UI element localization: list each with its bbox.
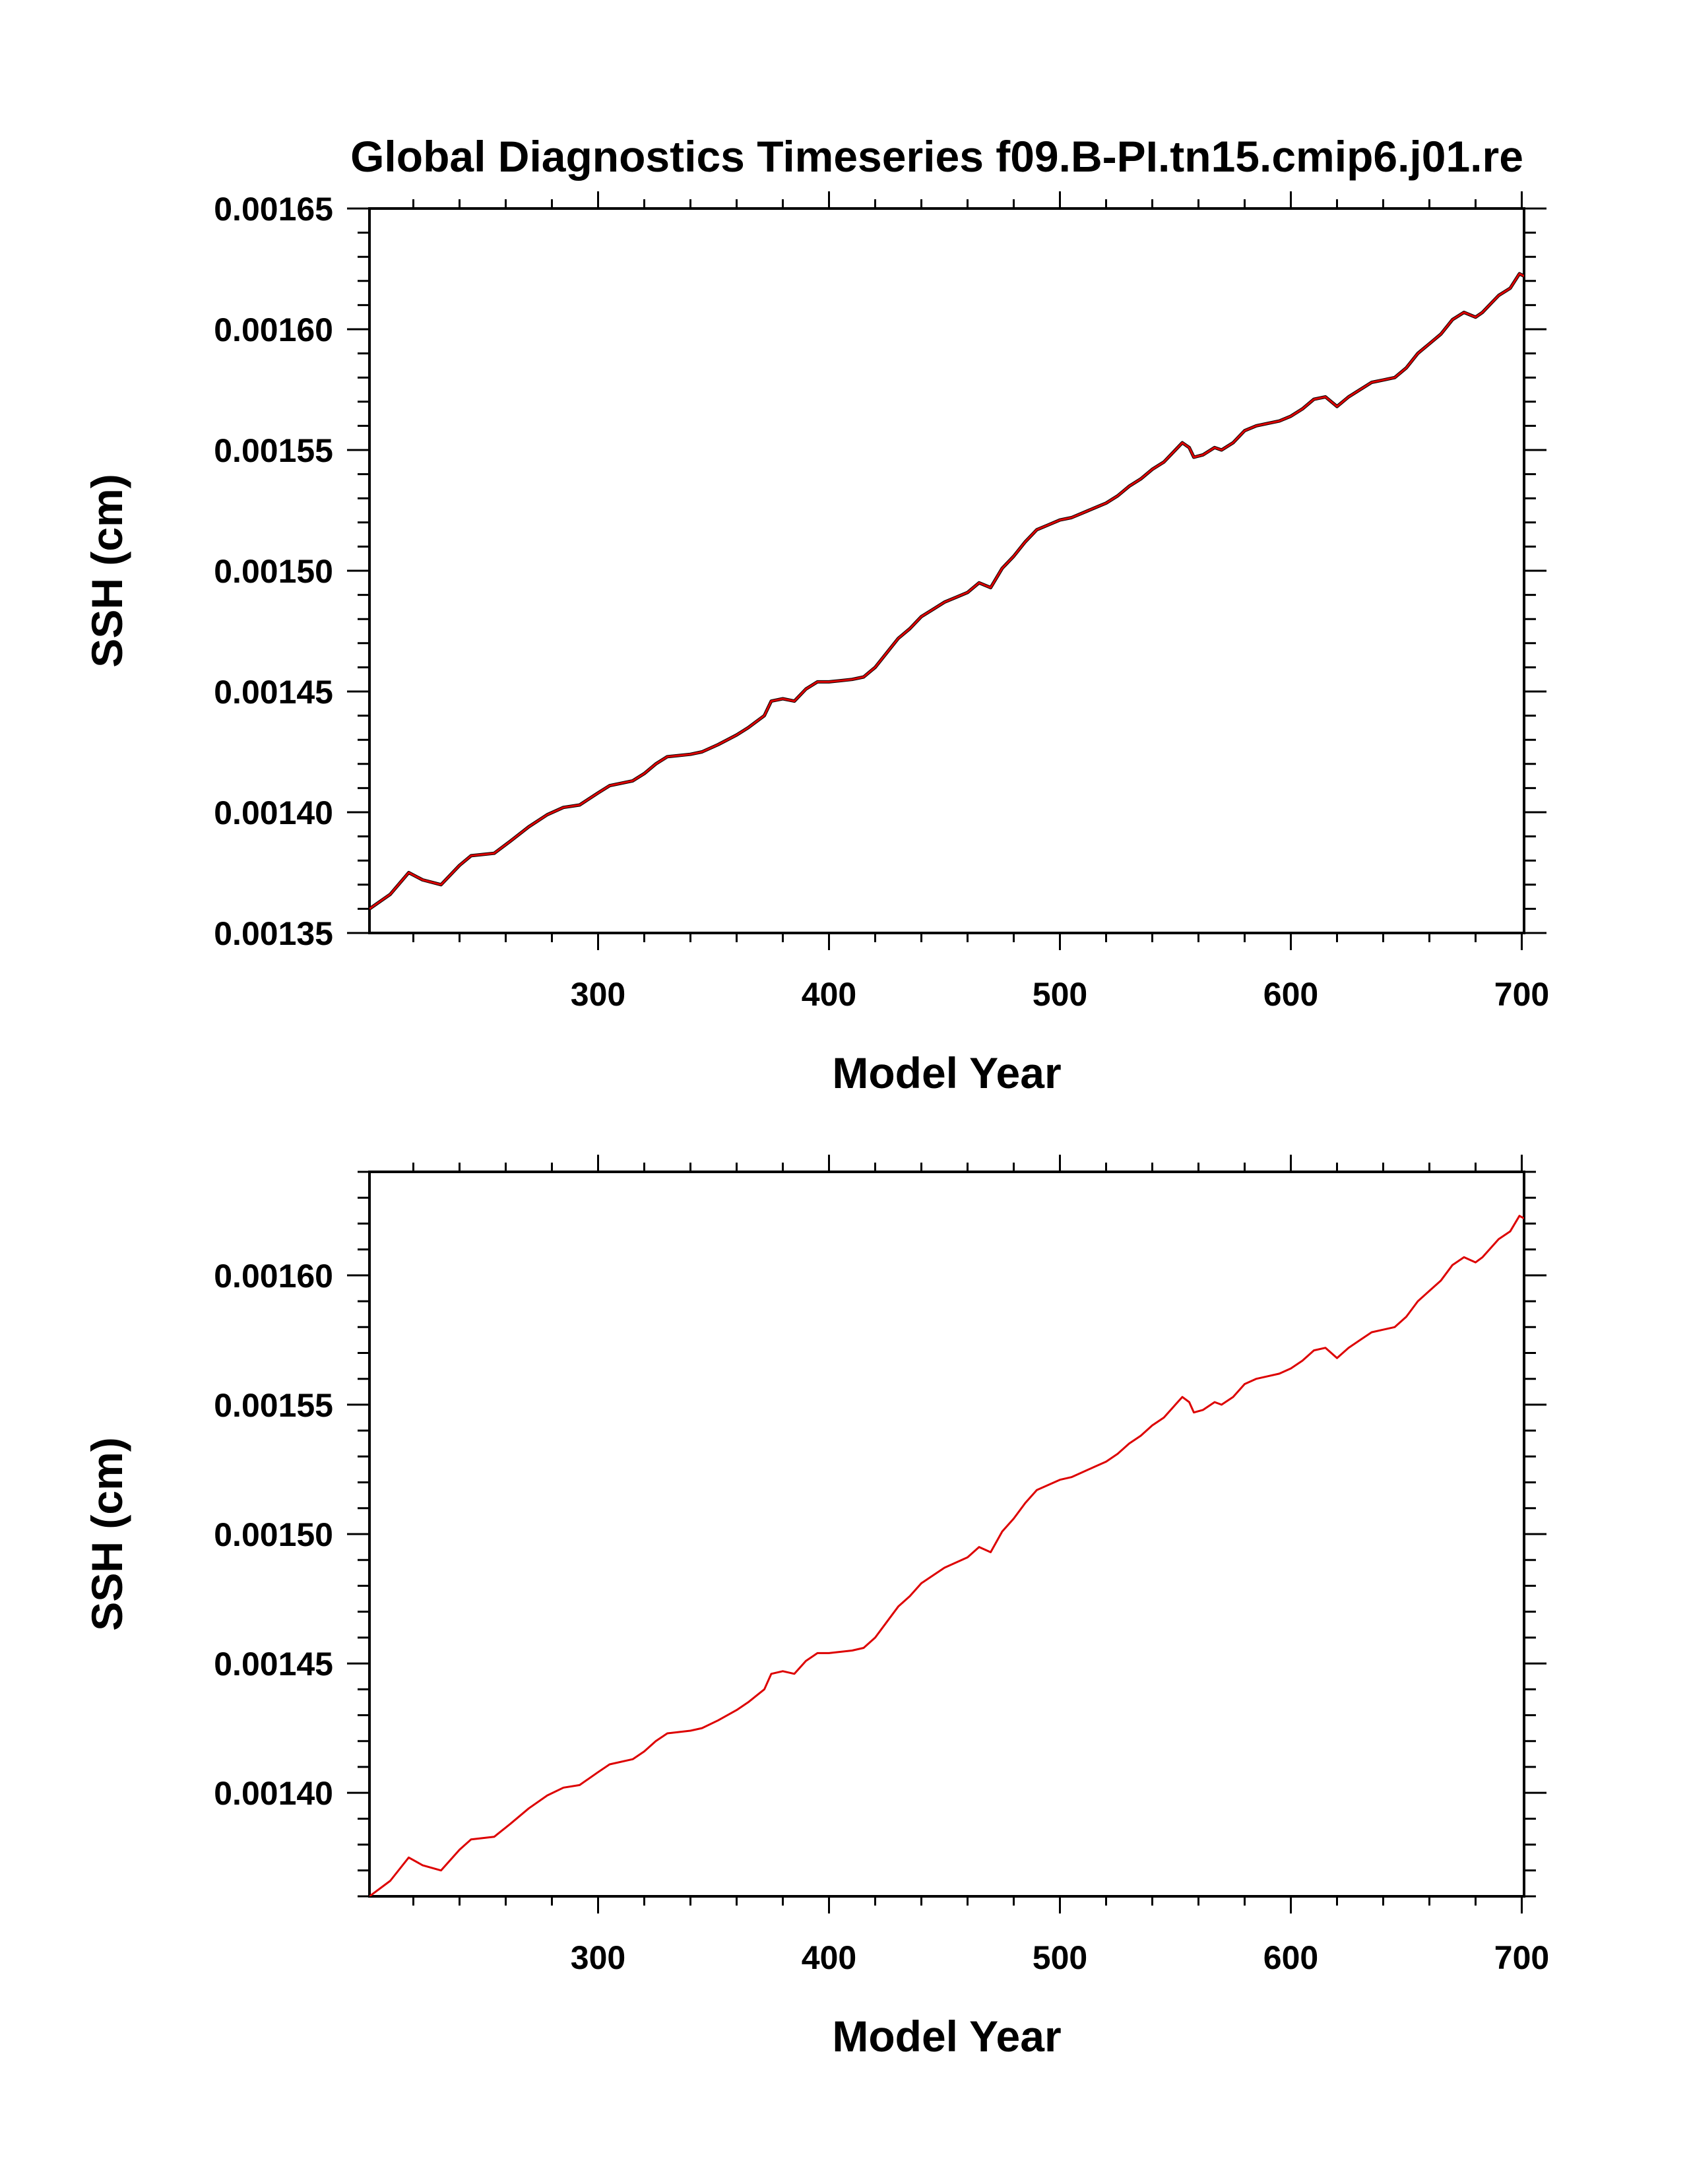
x-tick-label: 300 xyxy=(571,1939,625,1976)
y-axis-title: SSH (cm) xyxy=(82,1437,131,1630)
y-tick-label: 0.00150 xyxy=(214,553,333,590)
y-tick-label: 0.00145 xyxy=(214,1646,333,1683)
y-tick-label: 0.00145 xyxy=(214,674,333,711)
x-tick-label: 600 xyxy=(1263,1939,1318,1976)
x-tick-label: 700 xyxy=(1494,1939,1549,1976)
bottom-panel: 300 400 500 600 700 0.00140 0.00145 0.00150 0.00… xyxy=(82,1155,1549,2061)
series-line xyxy=(369,1215,1524,1896)
x-tick-label: 500 xyxy=(1033,976,1087,1013)
y-tick-label: 0.00160 xyxy=(214,1258,333,1295)
top-panel: 300 400 500 600 700 0.00135 0.00140 0.00145 0.00… xyxy=(82,191,1549,1097)
y-tick-label: 0.00165 xyxy=(214,191,333,228)
x-tick-label: 300 xyxy=(571,976,625,1013)
y-tick-label: 0.00140 xyxy=(214,794,333,831)
x-tick-label: 500 xyxy=(1033,1939,1087,1976)
x-tick-label: 600 xyxy=(1263,976,1318,1013)
x-axis-title: Model Year xyxy=(832,1048,1061,1097)
y-tick-label: 0.00155 xyxy=(214,1387,333,1424)
y-axis-title: SSH (cm) xyxy=(82,474,131,667)
x-tick-label: 400 xyxy=(802,1939,856,1976)
y-tick-label: 0.00135 xyxy=(214,915,333,952)
x-axis-title: Model Year xyxy=(832,2012,1061,2061)
y-tick-label: 0.00150 xyxy=(214,1516,333,1553)
series-line xyxy=(369,273,1524,910)
x-tick-label: 400 xyxy=(802,976,856,1013)
y-tick-label: 0.00155 xyxy=(214,432,333,469)
y-tick-label: 0.00160 xyxy=(214,311,333,348)
y-tick-label: 0.00140 xyxy=(214,1775,333,1812)
chart-title: Global Diagnostics Timeseries f09.B-PI.t… xyxy=(350,132,1523,181)
x-tick-label: 700 xyxy=(1494,976,1549,1013)
